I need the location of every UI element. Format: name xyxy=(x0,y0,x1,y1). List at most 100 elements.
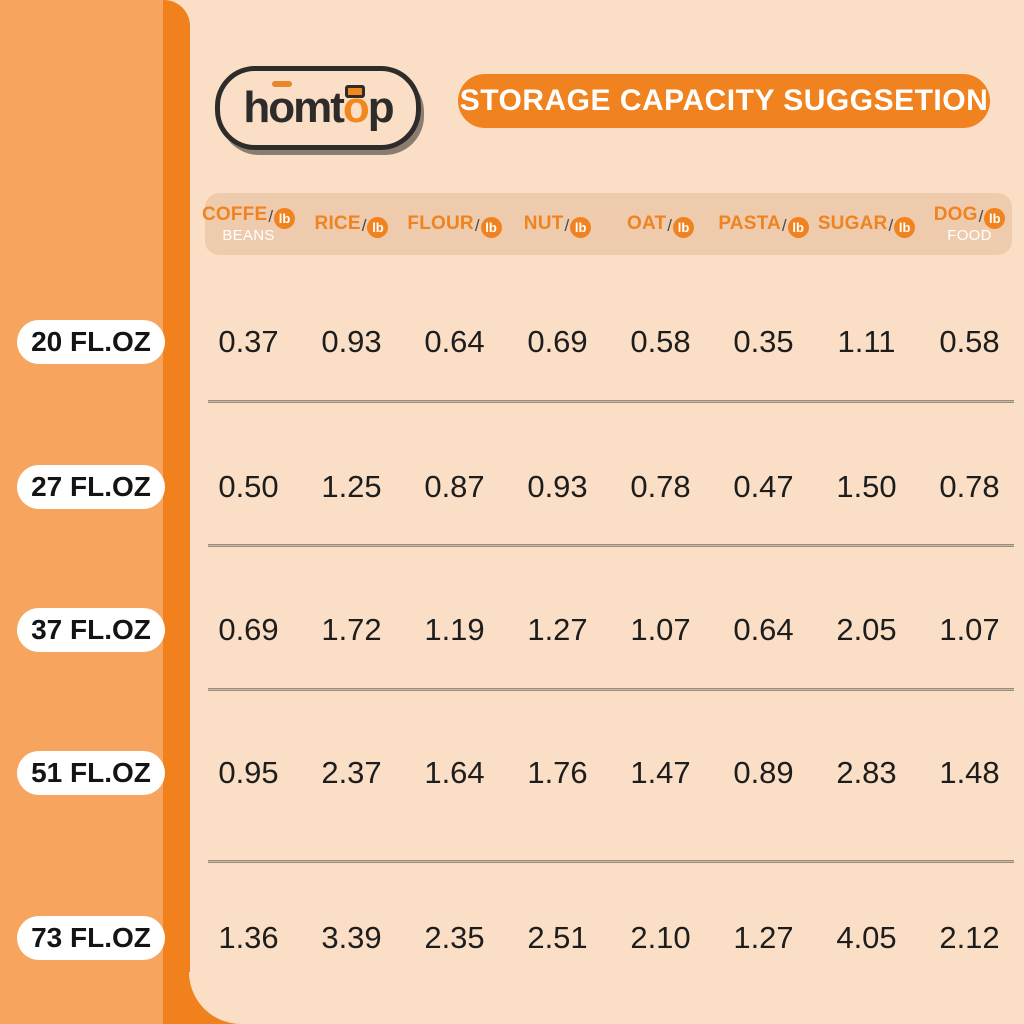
column-sublabel: BEANS xyxy=(222,227,275,244)
logo-letter-o-macron: o xyxy=(268,81,295,132)
capacity-value: 0.35 xyxy=(733,324,794,359)
column-header-main: PASTA / lb xyxy=(718,213,809,238)
column-header-pasta: PASTA / lb xyxy=(712,193,815,255)
capacity-value: 2.83 xyxy=(836,755,897,790)
capacity-value: 0.78 xyxy=(630,469,691,504)
capacity-value: 0.58 xyxy=(939,324,1000,359)
column-header-main: COFFE / lb xyxy=(201,204,296,229)
capacity-value: 1.27 xyxy=(527,612,588,647)
column-label: COFFE xyxy=(201,204,268,225)
row-size-badge: 51 FL.OZ xyxy=(17,751,165,795)
capacity-value: 0.64 xyxy=(424,324,485,359)
column-header-row: COFFE / lb BEANS RICE / lb FLOUR / lb NU… xyxy=(197,193,1021,255)
row-divider xyxy=(208,400,1014,403)
logo-letter: mt xyxy=(293,83,345,132)
capacity-value: 1.27 xyxy=(733,920,794,955)
table-row: 0.50 1.25 0.87 0.93 0.78 0.47 1.50 0.78 xyxy=(197,465,1021,509)
capacity-value: 2.51 xyxy=(527,920,588,955)
slash-separator: / xyxy=(474,216,480,235)
column-header-oat: OAT / lb xyxy=(609,193,712,255)
capacity-value: 1.25 xyxy=(321,469,382,504)
column-header-main: FLOUR / lb xyxy=(407,213,502,238)
column-header-main: OAT / lb xyxy=(626,213,695,238)
capacity-value: 0.64 xyxy=(733,612,794,647)
capacity-value: 0.47 xyxy=(733,469,794,504)
column-label: SUGAR xyxy=(817,213,888,234)
row-divider xyxy=(208,544,1014,547)
lb-unit-badge: lb xyxy=(480,216,502,238)
lb-unit-badge: lb xyxy=(787,216,809,238)
capacity-value: 0.93 xyxy=(321,324,382,359)
column-header-nut: NUT / lb xyxy=(506,193,609,255)
capacity-value: 1.07 xyxy=(939,612,1000,647)
table-row: 0.95 2.37 1.64 1.76 1.47 0.89 2.83 1.48 xyxy=(197,751,1021,795)
capacity-value: 2.35 xyxy=(424,920,485,955)
lb-unit-badge: lb xyxy=(570,216,592,238)
column-label: PASTA xyxy=(718,213,781,234)
logo-letter: h xyxy=(243,83,270,132)
capacity-value: 0.89 xyxy=(733,755,794,790)
capacity-value: 0.95 xyxy=(218,755,279,790)
capacity-value: 0.37 xyxy=(218,324,279,359)
capacity-value: 1.36 xyxy=(218,920,279,955)
title-banner: STORAGE CAPACITY SUGGSETION xyxy=(458,74,990,128)
capacity-value: 1.19 xyxy=(424,612,485,647)
table-row: 0.37 0.93 0.64 0.69 0.58 0.35 1.11 0.58 xyxy=(197,320,1021,364)
lb-unit-badge: lb xyxy=(673,216,695,238)
capacity-value: 0.58 xyxy=(630,324,691,359)
capacity-value: 0.93 xyxy=(527,469,588,504)
capacity-value: 1.50 xyxy=(836,469,897,504)
capacity-value: 1.11 xyxy=(837,324,896,359)
column-header-main: RICE / lb xyxy=(314,213,389,238)
capacity-value: 2.10 xyxy=(630,920,691,955)
column-label: OAT xyxy=(626,213,667,234)
page-title: STORAGE CAPACITY SUGGSETION xyxy=(459,84,989,117)
capacity-value: 1.07 xyxy=(630,612,691,647)
capacity-value: 3.39 xyxy=(321,920,382,955)
capacity-value: 2.12 xyxy=(939,920,1000,955)
column-header-sugar: SUGAR / lb xyxy=(815,193,918,255)
lb-unit-badge: lb xyxy=(367,216,389,238)
row-size-badge: 37 FL.OZ xyxy=(17,608,165,652)
capacity-value: 0.69 xyxy=(527,324,588,359)
column-label: NUT xyxy=(523,213,564,234)
capacity-value: 4.05 xyxy=(836,920,897,955)
capacity-value: 0.87 xyxy=(424,469,485,504)
column-label: DOG xyxy=(933,204,978,225)
capacity-value: 1.76 xyxy=(527,755,588,790)
column-header-main: DOG / lb xyxy=(933,204,1006,229)
macron-bar-icon xyxy=(272,81,293,87)
dark-orange-ribbon xyxy=(163,0,190,1024)
capacity-value: 0.50 xyxy=(218,469,279,504)
column-label: FLOUR xyxy=(407,213,474,234)
column-sublabel: FOOD xyxy=(947,227,992,244)
slash-separator: / xyxy=(978,207,984,226)
column-header-coffee-beans: COFFE / lb BEANS xyxy=(197,193,300,255)
slash-separator: / xyxy=(361,216,367,235)
column-header-main: NUT / lb xyxy=(523,213,592,238)
slash-separator: / xyxy=(667,216,673,235)
table-row: 1.36 3.39 2.35 2.51 2.10 1.27 4.05 2.12 xyxy=(197,916,1021,960)
capacity-value: 0.78 xyxy=(939,469,1000,504)
column-header-strip xyxy=(205,193,1012,255)
column-header-flour: FLOUR / lb xyxy=(403,193,506,255)
brand-logo: h o mt o p xyxy=(215,66,421,150)
lb-unit-badge: lb xyxy=(894,216,916,238)
slash-separator: / xyxy=(564,216,570,235)
row-size-badge: 20 FL.OZ xyxy=(17,320,165,364)
column-header-dog-food: DOG / lb FOOD xyxy=(918,193,1021,255)
row-divider xyxy=(208,688,1014,691)
lb-unit-badge: lb xyxy=(984,207,1006,229)
slash-separator: / xyxy=(888,216,894,235)
logo-letter: o xyxy=(268,83,295,132)
capacity-value: 1.48 xyxy=(939,755,1000,790)
logo-letter: p xyxy=(367,83,395,132)
jar-lid-icon xyxy=(345,85,366,98)
table-row: 0.69 1.72 1.19 1.27 1.07 0.64 2.05 1.07 xyxy=(197,608,1021,652)
lb-unit-badge: lb xyxy=(274,207,296,229)
row-size-badge: 27 FL.OZ xyxy=(17,465,165,509)
column-label: RICE xyxy=(314,213,361,234)
brand-logo-text: h o mt o p xyxy=(243,81,395,132)
slash-separator: / xyxy=(268,207,274,226)
capacity-value: 2.05 xyxy=(836,612,897,647)
